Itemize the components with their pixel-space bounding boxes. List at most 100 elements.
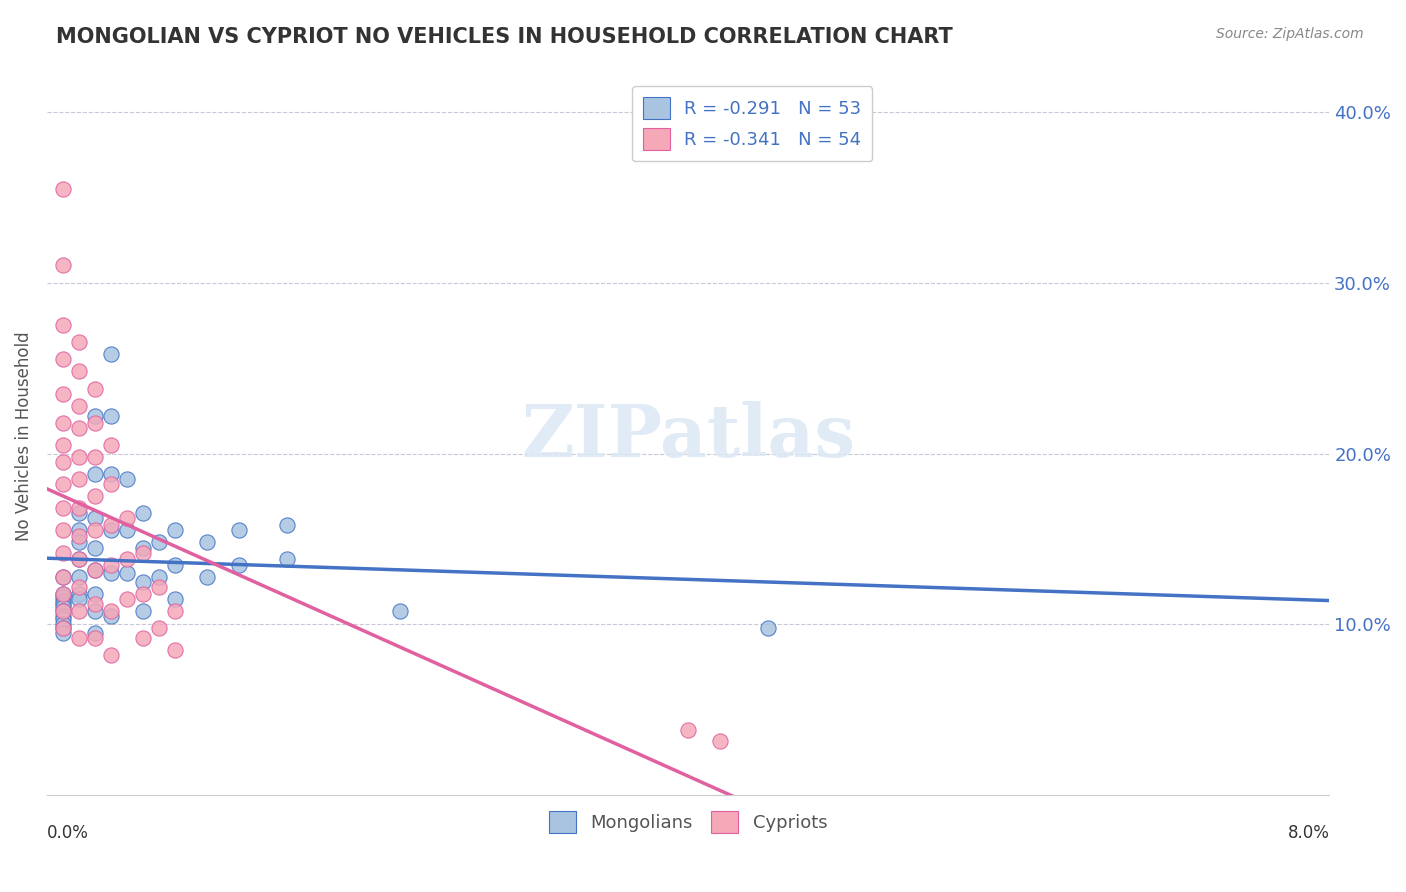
Point — [84, 631, 107, 645]
Point — [52, 455, 75, 469]
Text: ZIPatlas: ZIPatlas — [522, 401, 855, 472]
Point — [115, 524, 138, 538]
Point — [67, 399, 90, 413]
Point — [52, 597, 75, 611]
Point — [84, 587, 107, 601]
Point — [52, 181, 75, 195]
Point — [67, 552, 90, 566]
Point — [52, 612, 75, 626]
Point — [115, 591, 138, 606]
Point — [67, 528, 90, 542]
Point — [195, 569, 218, 583]
Point — [67, 364, 90, 378]
Point — [52, 621, 75, 635]
Point — [100, 347, 122, 361]
Point — [132, 587, 155, 601]
Point — [100, 608, 122, 623]
Point — [115, 566, 138, 581]
Point — [132, 631, 155, 645]
Point — [228, 524, 250, 538]
Point — [67, 421, 90, 435]
Point — [132, 604, 155, 618]
Point — [100, 409, 122, 423]
Point — [52, 590, 75, 604]
Point — [165, 643, 187, 657]
Point — [388, 604, 411, 618]
Point — [52, 626, 75, 640]
Point — [67, 335, 90, 350]
Point — [115, 472, 138, 486]
Point — [84, 416, 107, 430]
Point — [52, 386, 75, 401]
Point — [67, 472, 90, 486]
Point — [84, 489, 107, 503]
Text: 8.0%: 8.0% — [1288, 824, 1329, 842]
Point — [52, 352, 75, 367]
Text: 0.0%: 0.0% — [46, 824, 89, 842]
Point — [67, 591, 90, 606]
Point — [84, 541, 107, 555]
Point — [756, 621, 779, 635]
Point — [100, 477, 122, 491]
Point — [84, 563, 107, 577]
Point — [709, 733, 731, 747]
Point — [132, 506, 155, 520]
Point — [67, 631, 90, 645]
Text: Source: ZipAtlas.com: Source: ZipAtlas.com — [1216, 27, 1364, 41]
Point — [84, 597, 107, 611]
Point — [52, 600, 75, 615]
Legend: Mongolians, Cypriots: Mongolians, Cypriots — [538, 800, 838, 844]
Point — [52, 621, 75, 635]
Point — [165, 558, 187, 572]
Point — [84, 626, 107, 640]
Point — [115, 511, 138, 525]
Point — [676, 723, 699, 738]
Point — [148, 621, 170, 635]
Point — [148, 580, 170, 594]
Point — [52, 477, 75, 491]
Point — [52, 604, 75, 618]
Point — [100, 648, 122, 663]
Point — [52, 318, 75, 333]
Point — [228, 558, 250, 572]
Text: MONGOLIAN VS CYPRIOT NO VEHICLES IN HOUSEHOLD CORRELATION CHART: MONGOLIAN VS CYPRIOT NO VEHICLES IN HOUS… — [56, 27, 953, 46]
Point — [84, 450, 107, 464]
Point — [132, 574, 155, 589]
Point — [165, 604, 187, 618]
Point — [84, 467, 107, 481]
Point — [276, 552, 298, 566]
Point — [52, 569, 75, 583]
Point — [52, 416, 75, 430]
Point — [100, 438, 122, 452]
Point — [67, 506, 90, 520]
Y-axis label: No Vehicles in Household: No Vehicles in Household — [15, 332, 32, 541]
Point — [67, 604, 90, 618]
Point — [100, 467, 122, 481]
Point — [52, 587, 75, 601]
Point — [52, 593, 75, 607]
Point — [84, 563, 107, 577]
Point — [52, 569, 75, 583]
Point — [67, 552, 90, 566]
Point — [84, 604, 107, 618]
Point — [165, 591, 187, 606]
Point — [67, 587, 90, 601]
Point — [100, 518, 122, 533]
Point — [84, 524, 107, 538]
Point — [100, 524, 122, 538]
Point — [276, 518, 298, 533]
Point — [132, 541, 155, 555]
Point — [195, 535, 218, 549]
Point — [148, 569, 170, 583]
Point — [84, 382, 107, 396]
Point — [52, 501, 75, 516]
Point — [67, 535, 90, 549]
Point — [132, 546, 155, 560]
Point — [52, 617, 75, 632]
Point — [52, 587, 75, 601]
Point — [84, 409, 107, 423]
Point — [67, 450, 90, 464]
Point — [100, 566, 122, 581]
Point — [52, 608, 75, 623]
Point — [67, 569, 90, 583]
